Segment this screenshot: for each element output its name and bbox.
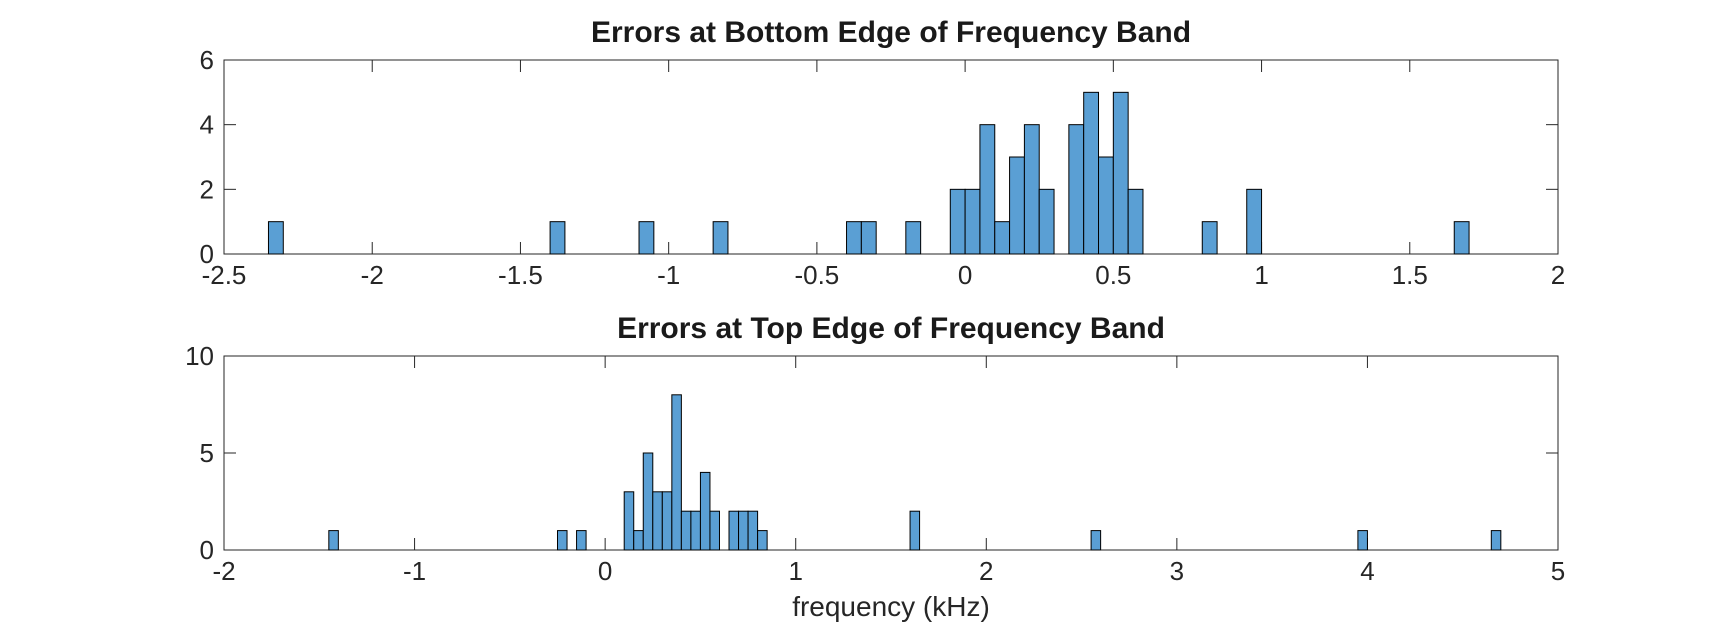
x-tick-label: -1 [403,556,426,586]
y-tick-label: 5 [200,438,214,468]
x-tick-label: -1.5 [498,260,543,290]
histogram-bar [747,510,759,551]
x-tick-label: -0.5 [794,260,839,290]
histogram-bar [964,188,981,255]
x-tick-label: -2 [361,260,384,290]
y-tick-label: 10 [185,341,214,371]
histogram-bar [680,510,692,551]
histogram-bar [949,188,966,255]
histogram-bar [661,491,673,551]
x-tick-label: -2 [212,556,235,586]
histogram-bar [642,452,654,551]
plot-area [223,59,1559,255]
histogram-bar [267,221,284,255]
histogram-bar [1112,91,1129,255]
y-tick-label: 2 [200,174,214,204]
histogram-bar [709,510,720,551]
x-tick-label: 4 [1360,556,1374,586]
histogram-bars [267,91,1470,255]
plot-area [223,355,1559,551]
chart-title: Errors at Top Edge of Frequency Band [617,312,1165,345]
top-edge-errors-axes: Errors at Top Edge of Frequency Band -2-… [185,312,1565,622]
histogram-bar [728,510,740,551]
x-tick-label: -1 [657,260,680,290]
histogram-bar [633,530,644,551]
histogram-bar [1038,188,1055,255]
histogram-bar [860,221,877,255]
histogram-bar [994,221,1011,255]
histogram-bar [699,471,711,551]
histogram-bar [712,221,729,255]
histogram-bar [576,530,587,551]
histogram-bar [557,530,568,551]
axis-ticks [223,355,1559,551]
histogram-bar [690,510,701,551]
y-tick-label: 0 [200,239,214,269]
histogram-bar [1201,221,1218,255]
histogram-bar [1023,124,1040,255]
x-tick-label: 0 [598,556,612,586]
x-tick-label: 1.5 [1392,260,1428,290]
x-tick-label: 1 [788,556,802,586]
histogram-bar [1357,530,1368,551]
histogram-bar [1453,221,1470,255]
histogram-bar [905,221,922,255]
x-tick-label: -2.5 [202,260,247,290]
histogram-bar [1083,91,1100,255]
y-tick-label: 4 [200,110,214,140]
tick-labels: -2.5 -2 -1.5 -1 -0.5 0 0.5 1 1.5 2 0 2 4 6 [200,45,1566,290]
histogram-bar [638,221,655,255]
histogram-bar [652,491,663,551]
x-tick-label: 0.5 [1095,260,1131,290]
histogram-bar [757,530,768,551]
histogram-bar [1009,156,1025,255]
histogram-bar [909,510,921,551]
histogram-bar [328,530,339,551]
histogram-bar [1127,188,1144,255]
x-tick-label: 1 [1254,260,1268,290]
y-tick-label: 6 [200,45,214,75]
histogram-bar [671,394,682,551]
histogram-bar [623,491,635,551]
histogram-bar [1098,156,1114,255]
tick-labels: -2 -1 0 1 2 3 4 5 0 5 10 [185,341,1565,586]
y-tick-label: 0 [200,535,214,565]
histogram-bar [1246,188,1263,255]
histogram-bar [1490,530,1502,551]
x-tick-label: 5 [1551,556,1565,586]
histogram-bars [328,394,1502,551]
x-tick-label: 2 [1551,260,1565,290]
x-tick-label: 3 [1170,556,1184,586]
histogram-bar [979,124,996,255]
histogram-bar [1090,530,1102,551]
chart-title: Errors at Bottom Edge of Frequency Band [591,16,1191,49]
x-tick-label: 2 [979,556,993,586]
x-axis-label: frequency (kHz) [792,591,990,622]
histogram-bar [549,221,566,255]
histogram-bar [846,221,862,255]
histogram-bar [1068,124,1085,255]
bottom-edge-errors-axes: Errors at Bottom Edge of Frequency Band … [200,16,1566,290]
histogram-bar [738,510,749,551]
x-tick-label: 0 [958,260,972,290]
